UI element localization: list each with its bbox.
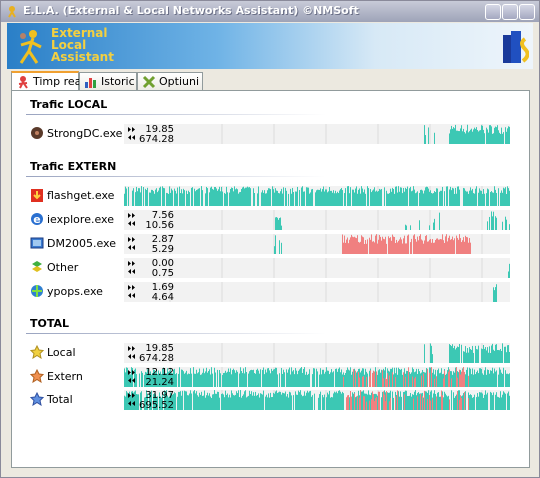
- close-button[interactable]: [519, 4, 535, 20]
- traffic-graph: [124, 186, 510, 206]
- download-rate: 0.75: [151, 268, 174, 279]
- upload-rate: 31.97: [145, 390, 174, 401]
- row-name: iexplore.exe: [47, 213, 114, 226]
- section-divider: [26, 333, 326, 334]
- download-rate: 5.29: [151, 244, 174, 255]
- row-name: ypops.exe: [47, 285, 103, 298]
- download-rate: 4.64: [151, 292, 174, 303]
- panel: Trafic LOCAL StrongDC.exe 19.85 674.28 Trafi…: [11, 90, 530, 468]
- upload-rate: 1.69: [151, 282, 174, 293]
- tab-label: Timp real: [33, 75, 85, 88]
- section-title: TOTAL: [30, 317, 70, 330]
- row-icon: [30, 369, 44, 383]
- download-rate: 674.28: [139, 134, 174, 145]
- download-rate: 674.28: [139, 353, 174, 364]
- window-title: E.L.A. (External & Local Networks Assist…: [23, 4, 359, 17]
- maximize-button[interactable]: [502, 4, 518, 20]
- traffic-graph: [124, 234, 510, 254]
- download-rate: 21.24: [145, 377, 174, 388]
- section-divider: [26, 114, 326, 115]
- row-icon: e: [31, 213, 43, 226]
- download-rate: 695.52: [139, 400, 174, 411]
- section-title: Trafic LOCAL: [30, 98, 108, 111]
- banner-text: External: [51, 26, 108, 40]
- row-name: Extern: [47, 370, 83, 383]
- row-icon: [32, 261, 42, 272]
- upload-rate: 0.00: [151, 258, 174, 269]
- upload-rate: 2.87: [151, 234, 174, 245]
- direction-arrows: [128, 261, 135, 274]
- svg-text:e: e: [33, 213, 40, 226]
- upload-rate: 19.85: [145, 124, 174, 135]
- row-icon: [31, 127, 43, 139]
- traffic-graph: [124, 124, 510, 144]
- traffic-graph: [124, 367, 510, 387]
- direction-arrows: [128, 213, 135, 226]
- section-title: Trafic EXTERN: [30, 160, 117, 173]
- row-icon: [31, 189, 43, 202]
- app-icon: [8, 6, 16, 18]
- row-icon: [30, 392, 44, 406]
- row-icon: [30, 237, 44, 249]
- traffic-graph: [124, 343, 510, 363]
- direction-arrows: [128, 127, 135, 140]
- banner: External Local Assistant: [7, 23, 533, 69]
- row-icon: [31, 285, 43, 297]
- banner-text: Assistant: [51, 50, 114, 64]
- tab-label: Istoric: [101, 75, 135, 88]
- row-icon: [30, 345, 44, 359]
- traffic-graph: [124, 258, 510, 278]
- direction-arrows: [128, 346, 135, 359]
- direction-arrows: [128, 285, 135, 298]
- download-rate: 10.56: [145, 220, 174, 231]
- tab[interactable]: Timp real: [11, 71, 84, 92]
- tab-label: Optiuni: [159, 75, 200, 88]
- banner-text: Local: [51, 38, 87, 52]
- traffic-graph: [124, 390, 510, 410]
- upload-rate: 19.85: [145, 343, 174, 354]
- title-bar: E.L.A. (External & Local Networks Assist…: [1, 1, 539, 22]
- tab[interactable]: Optiuni: [137, 72, 203, 90]
- tab[interactable]: Istoric: [79, 72, 137, 90]
- minimize-button[interactable]: [485, 4, 501, 20]
- direction-arrows: [128, 370, 135, 383]
- banner-logo: [503, 31, 529, 63]
- banner-runners: [19, 30, 42, 64]
- traffic-graph: [124, 210, 510, 230]
- row-name: flashget.exe: [47, 189, 115, 202]
- direction-arrows: [128, 393, 135, 406]
- row-name: StrongDC.exe: [47, 127, 123, 140]
- row-name: Other: [47, 261, 79, 274]
- upload-rate: 7.56: [151, 210, 174, 221]
- section-divider: [26, 176, 326, 177]
- row-name: Total: [47, 393, 73, 406]
- traffic-graph: [124, 282, 510, 302]
- direction-arrows: [128, 237, 135, 250]
- upload-rate: 12.12: [145, 367, 174, 378]
- row-name: DM2005.exe: [47, 237, 116, 250]
- row-name: Local: [47, 346, 76, 359]
